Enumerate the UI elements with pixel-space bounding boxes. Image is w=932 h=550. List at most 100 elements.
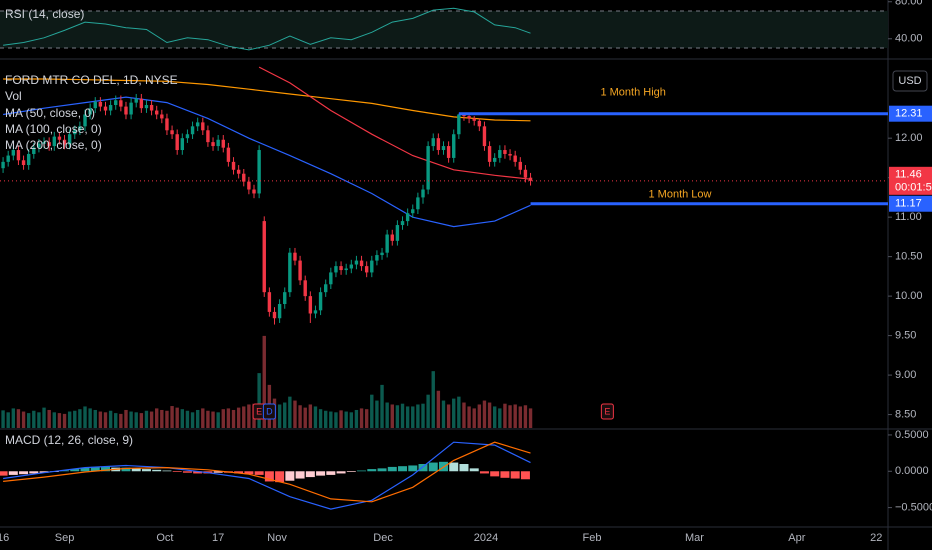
volume-bar: [98, 411, 103, 428]
candle-body: [42, 142, 46, 144]
candle-body: [62, 139, 67, 145]
y-tick-label: 8.50: [895, 408, 916, 420]
y-tick-label: 9.50: [895, 330, 916, 342]
volume-bar: [124, 409, 128, 428]
moving-average: [258, 66, 531, 180]
macd-histogram-bar: [295, 471, 305, 479]
candle-body: [313, 310, 318, 314]
event-label: E: [256, 406, 262, 416]
volume-bar: [47, 409, 51, 428]
volume-bar: [436, 390, 441, 428]
candle-body: [32, 147, 36, 154]
y-tick-label: −0.5000: [895, 502, 932, 514]
volume-bar: [129, 411, 133, 428]
volume-bar: [308, 404, 313, 428]
macd-histogram-bar: [141, 469, 151, 472]
volume-bar: [78, 409, 82, 428]
candle-body: [446, 146, 451, 158]
macd-histogram-bar: [357, 470, 367, 472]
y-tick-label: 0.5000: [895, 429, 929, 441]
candle-body: [431, 138, 435, 147]
countdown-label: 00:01:50: [895, 182, 932, 194]
volume-bar: [318, 409, 323, 428]
volume-bar: [170, 406, 174, 428]
level-price-label: 11.17: [895, 198, 922, 210]
volume-bar: [339, 410, 343, 428]
candle-body: [226, 147, 231, 162]
x-tick-label: 22: [870, 532, 882, 544]
candle-body: [206, 130, 210, 143]
volume-bar: [52, 412, 56, 428]
candle-body: [457, 114, 461, 135]
macd-histogram-bar: [70, 469, 80, 472]
signal-line: [3, 441, 531, 503]
candle-body: [272, 311, 277, 319]
rsi-pane: [0, 7, 888, 51]
x-tick-label: Dec: [373, 532, 393, 544]
candle-body: [324, 284, 328, 293]
currency-label[interactable]: USD: [898, 75, 921, 87]
volume-bar: [67, 411, 72, 428]
volume-bar: [16, 409, 21, 428]
candle-body: [283, 292, 287, 305]
volume-bar: [467, 406, 471, 428]
volume-bar: [155, 408, 159, 428]
level-price-box: [889, 195, 932, 212]
volume-bar: [262, 335, 266, 428]
legend: RSI (14, close) FORD MTR CO DEL, 1D, NYS…: [5, 7, 178, 447]
volume-bar: [523, 405, 528, 428]
volume-bar: [508, 405, 512, 428]
macd-histogram-bar: [0, 471, 8, 476]
level-label: 1 Month High: [600, 87, 665, 99]
macd-histogram-bar: [326, 471, 336, 475]
volume-bar: [457, 396, 461, 428]
macd-legend: MACD (12, 26, close, 9): [5, 433, 133, 447]
volume-bar: [293, 400, 297, 428]
candle-body: [375, 255, 379, 261]
macd-histogram-bar: [275, 471, 285, 483]
volume-bar: [411, 406, 415, 428]
level-price-label: 12.31: [895, 108, 923, 120]
candle-body: [231, 161, 236, 170]
volume-bar: [405, 406, 410, 428]
macd-histogram-bar: [428, 462, 438, 472]
candle-body: [21, 160, 26, 166]
volume-bar: [441, 400, 446, 428]
macd-histogram-bar: [490, 471, 500, 477]
volume-bar: [185, 410, 190, 428]
candle-body: [508, 153, 512, 156]
volume-bar: [359, 408, 364, 428]
candle-body: [416, 197, 420, 210]
volume-bar: [206, 410, 210, 428]
candle-body: [467, 116, 471, 119]
macd-histogram-bar: [213, 471, 223, 473]
volume-bar: [134, 412, 138, 428]
y-tick-label: 12.00: [895, 132, 923, 144]
candle-body: [149, 105, 154, 111]
candle-body: [426, 146, 430, 190]
volume-bar: [472, 408, 476, 428]
volume-bar: [21, 411, 26, 428]
candle-body: [201, 122, 205, 131]
y-tick-label: 0.0000: [895, 465, 929, 477]
macd-histogram-bar: [367, 469, 377, 472]
candle-body: [98, 101, 103, 107]
macd-histogram-bar: [377, 468, 387, 472]
volume-bar: [277, 404, 282, 428]
candle-body: [190, 126, 195, 135]
candle-body: [477, 120, 482, 127]
candle-body: [293, 252, 297, 261]
volume-bar: [103, 412, 108, 428]
candle-body: [513, 155, 517, 162]
x-tick-label: 17: [212, 532, 224, 544]
volume-bar: [165, 410, 169, 428]
volume-bar: [431, 371, 435, 428]
macd-histogram-bar: [162, 470, 172, 472]
candle-body: [221, 139, 225, 148]
candle-body: [452, 134, 456, 158]
x-tick-label: 16: [0, 532, 9, 544]
candle-body: [119, 100, 123, 107]
candle-body: [185, 134, 190, 139]
volume-bar: [380, 384, 384, 428]
volume-bar: [190, 412, 195, 428]
